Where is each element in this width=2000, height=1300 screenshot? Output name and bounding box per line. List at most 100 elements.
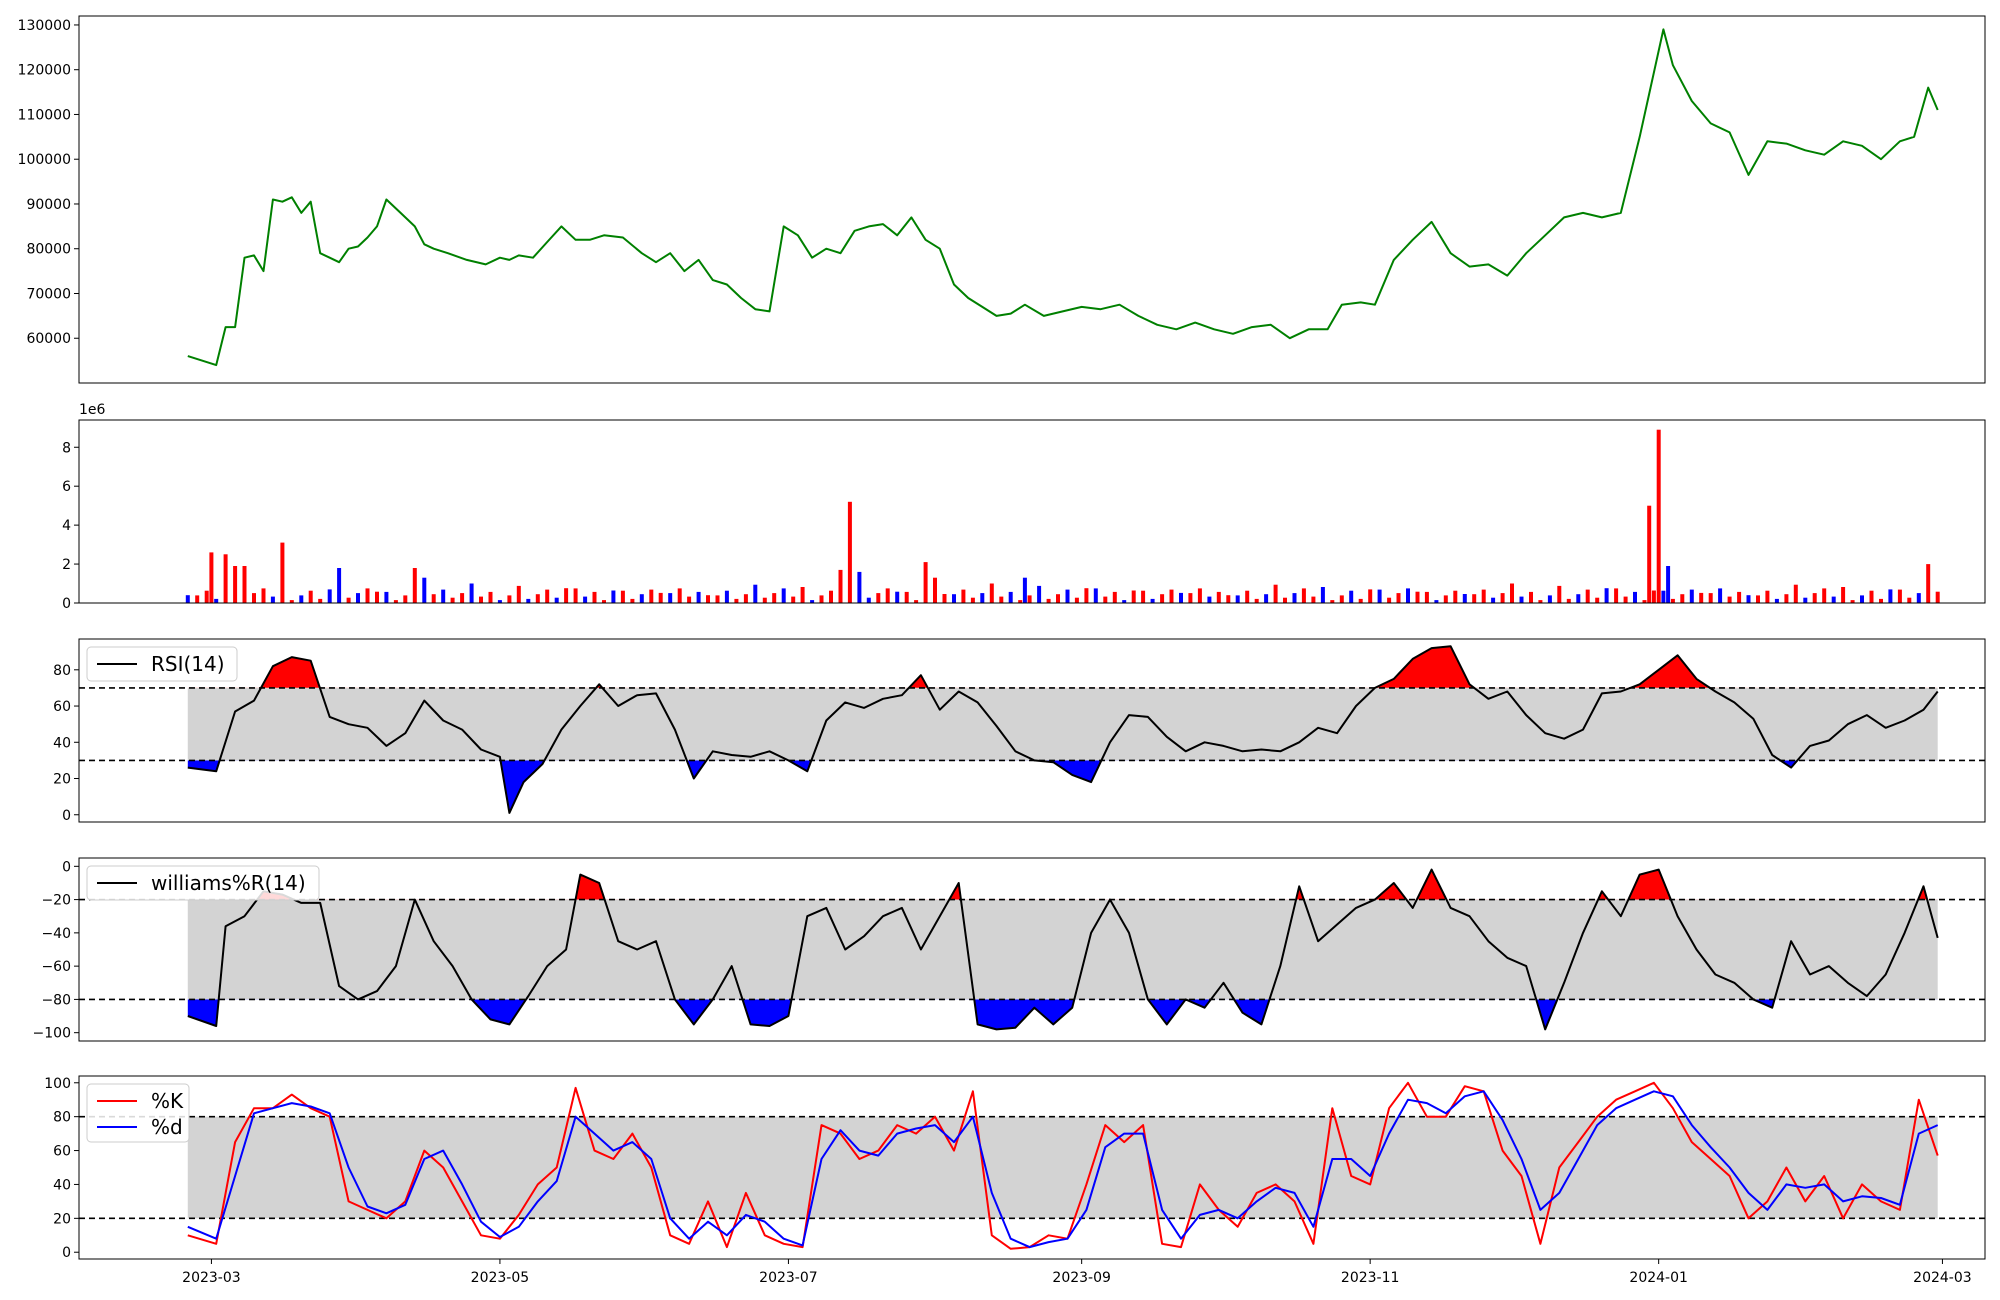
volume-bar bbox=[724, 590, 729, 603]
volume-bar bbox=[1396, 593, 1401, 603]
volume-bar bbox=[1462, 594, 1467, 603]
volume-bar bbox=[1330, 600, 1335, 603]
volume-bar bbox=[904, 591, 909, 603]
y-tick-label: 90000 bbox=[26, 197, 71, 213]
y-tick-label: 120000 bbox=[18, 63, 71, 79]
volume-bar bbox=[1879, 598, 1883, 603]
volume-bar bbox=[1254, 598, 1259, 603]
volume-bar bbox=[1311, 596, 1316, 603]
volume-bar bbox=[1037, 585, 1042, 603]
volume-bar bbox=[564, 588, 569, 603]
y-tick-label: 60000 bbox=[26, 331, 71, 347]
volume-bar bbox=[1491, 597, 1496, 603]
volume-bar bbox=[620, 590, 625, 603]
volume-bar bbox=[1179, 592, 1183, 603]
volume-bar bbox=[1443, 595, 1448, 603]
volume-bar bbox=[1926, 564, 1931, 603]
volume-bar bbox=[1046, 598, 1051, 603]
volume-bar bbox=[1141, 590, 1146, 603]
volume-bar bbox=[488, 591, 493, 603]
y-tick-label: −100 bbox=[33, 1026, 71, 1042]
axes-frame bbox=[78, 15, 1986, 384]
rsi-line bbox=[187, 645, 1939, 814]
volume-bar bbox=[989, 583, 994, 603]
volume-bar bbox=[1500, 593, 1505, 603]
volume-bar bbox=[1301, 588, 1306, 603]
volume-bar bbox=[649, 589, 654, 603]
volume-bar bbox=[933, 577, 937, 603]
volume-bar bbox=[1264, 594, 1269, 603]
volume-bar bbox=[1666, 566, 1671, 603]
volume-bar bbox=[1510, 583, 1514, 603]
legend-label: RSI(14) bbox=[151, 652, 225, 676]
x-tick-label: 2023-03 bbox=[182, 1270, 241, 1286]
x-tick-label: 2023-09 bbox=[1052, 1270, 1111, 1286]
volume-bar bbox=[450, 597, 455, 603]
volume-bar bbox=[961, 589, 966, 603]
volume-bar bbox=[1907, 597, 1912, 603]
volume-bar bbox=[1122, 600, 1127, 603]
volume-bar bbox=[299, 595, 304, 603]
volume-bar bbox=[1197, 588, 1202, 603]
volume-bar bbox=[460, 593, 465, 603]
volume-bar bbox=[696, 591, 701, 603]
volume-bar bbox=[592, 591, 597, 603]
volume-bar bbox=[838, 569, 843, 603]
y-tick-label: 20 bbox=[53, 1211, 71, 1227]
volume-bar bbox=[1519, 596, 1524, 603]
volume-bar bbox=[1150, 598, 1155, 603]
volume-bar bbox=[289, 600, 294, 603]
y-tick-label: 20 bbox=[53, 772, 71, 788]
volume-bar bbox=[1529, 591, 1533, 603]
volume-bar bbox=[1888, 589, 1893, 603]
y-tick-label: 60 bbox=[53, 699, 71, 715]
volume-bar bbox=[1160, 594, 1165, 603]
volume-bar bbox=[1746, 595, 1751, 603]
y-tick-label: 0 bbox=[62, 596, 71, 612]
volume-bar bbox=[1415, 591, 1420, 603]
x-tick-label: 2023-05 bbox=[471, 1270, 530, 1286]
volume-bar bbox=[1623, 596, 1628, 603]
y-tick-label: −40 bbox=[41, 926, 71, 942]
volume-bar bbox=[1320, 587, 1325, 603]
volume-bar bbox=[1869, 590, 1874, 603]
volume-bar bbox=[1860, 595, 1864, 603]
volume-bar bbox=[516, 585, 521, 603]
volume-bar bbox=[1103, 596, 1108, 603]
y-tick-label: 80 bbox=[53, 1110, 71, 1126]
x-tick-label: 2024-01 bbox=[1629, 1270, 1688, 1286]
volume-bar bbox=[270, 596, 275, 603]
volume-bar bbox=[318, 598, 323, 603]
volume-bar bbox=[970, 597, 975, 603]
volume-bar bbox=[1074, 597, 1079, 603]
volume-bar bbox=[639, 594, 644, 603]
volume-bar bbox=[554, 597, 559, 603]
volume-bar bbox=[1377, 589, 1382, 603]
legend-label: %K bbox=[151, 1089, 184, 1113]
price-line bbox=[187, 28, 1939, 367]
volume-bar bbox=[980, 593, 985, 603]
volume-bar bbox=[1283, 597, 1287, 603]
volume-bar bbox=[1680, 594, 1685, 603]
volume-bar bbox=[1897, 589, 1902, 603]
volume-bar bbox=[1018, 600, 1023, 603]
neutral-band bbox=[187, 899, 1938, 1000]
volume-bar bbox=[469, 583, 474, 603]
y-tick-label: −20 bbox=[41, 893, 71, 909]
volume-bar bbox=[857, 571, 862, 603]
volume-bar bbox=[1841, 587, 1846, 603]
volume-bar bbox=[535, 594, 540, 603]
volume-bar bbox=[1008, 591, 1013, 603]
williams-panel: −100 −80 −60 −40 −20 0 williams%R(14) bbox=[33, 857, 1986, 1042]
volume-bar bbox=[952, 594, 956, 603]
volume-bar bbox=[1803, 597, 1808, 603]
volume-bar bbox=[1216, 591, 1221, 603]
volume-bar bbox=[441, 589, 446, 603]
volume-bar bbox=[914, 600, 919, 603]
volume-bar bbox=[346, 597, 351, 603]
y-tick-label: 8 bbox=[62, 440, 71, 456]
volume-bar bbox=[1226, 595, 1231, 603]
volume-bar bbox=[829, 590, 833, 603]
volume-bar bbox=[1585, 589, 1590, 603]
